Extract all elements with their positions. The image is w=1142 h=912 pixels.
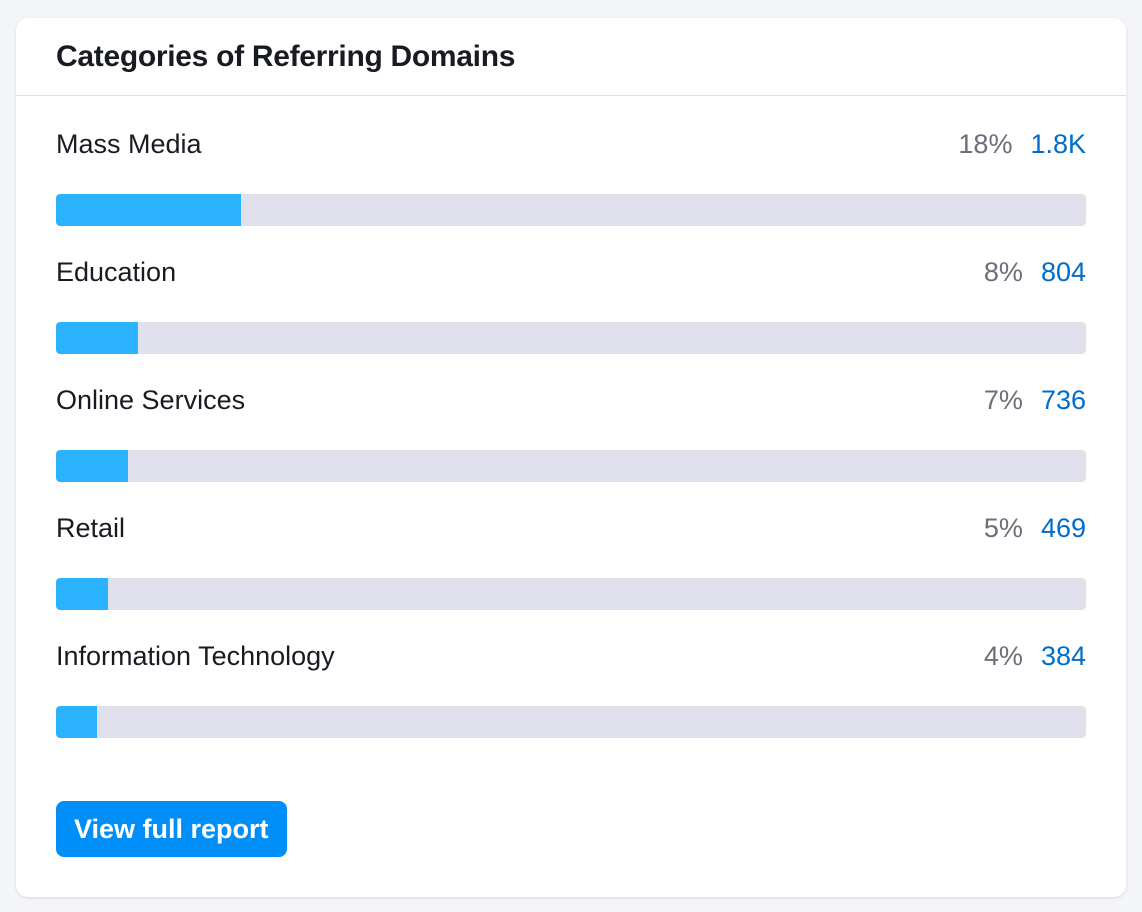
category-count-link[interactable]: 384 xyxy=(1040,641,1086,671)
category-bar-track xyxy=(56,578,1086,610)
view-full-report-button[interactable]: View full report xyxy=(56,801,287,857)
category-bar-track xyxy=(56,706,1086,738)
category-percent: 7% xyxy=(983,385,1023,415)
category-bar-fill xyxy=(56,322,139,354)
card-header: Categories of Referring Domains xyxy=(16,18,1126,96)
category-label: Information Technology xyxy=(56,641,335,671)
category-label: Online Services xyxy=(56,385,246,415)
category-row: Mass Media 18% 1.8K xyxy=(56,129,1086,257)
category-row: Education 8% 804 xyxy=(56,257,1086,385)
category-percent: 5% xyxy=(983,513,1023,543)
category-bar-fill xyxy=(56,194,242,226)
category-label: Mass Media xyxy=(56,129,202,159)
category-bar-track xyxy=(56,194,1086,226)
category-bar-fill xyxy=(56,450,129,482)
category-percent: 4% xyxy=(983,641,1023,671)
category-label: Education xyxy=(56,257,177,287)
category-label: Retail xyxy=(56,513,126,543)
category-bar-fill xyxy=(56,706,98,738)
category-count-link[interactable]: 1.8K xyxy=(1030,129,1086,159)
category-bar-fill xyxy=(56,578,108,610)
category-count-link[interactable]: 736 xyxy=(1040,385,1086,415)
card-title: Categories of Referring Domains xyxy=(56,39,516,73)
category-list: Mass Media 18% 1.8K Education 8% 804 xyxy=(56,129,1086,769)
category-percent: 18% xyxy=(958,129,1013,159)
category-row: Information Technology 4% 384 xyxy=(56,641,1086,769)
category-count-link[interactable]: 469 xyxy=(1040,513,1086,543)
referring-domains-card: Categories of Referring Domains Mass Med… xyxy=(16,18,1126,897)
category-row: Retail 5% 469 xyxy=(56,513,1086,641)
category-count-link[interactable]: 804 xyxy=(1040,257,1086,287)
category-row: Online Services 7% 736 xyxy=(56,385,1086,513)
category-percent: 8% xyxy=(983,257,1023,287)
category-bar-track xyxy=(56,450,1086,482)
category-bar-track xyxy=(56,322,1086,354)
